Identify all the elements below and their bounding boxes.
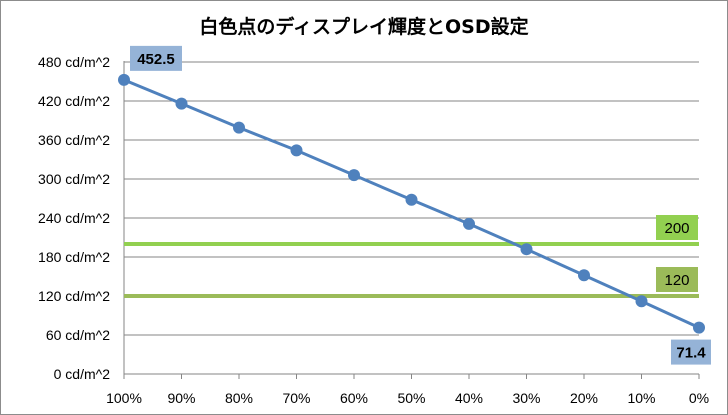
chart-title: 白色点のディスプレイ輝度とOSD設定 xyxy=(199,15,528,38)
x-tick-label: 10% xyxy=(627,390,655,406)
data-point-20% xyxy=(578,269,590,282)
x-tick-label: 80% xyxy=(225,390,253,406)
data-point-80% xyxy=(233,121,245,134)
x-tick-label: 0% xyxy=(689,390,709,406)
x-tick-label: 90% xyxy=(167,390,195,406)
data-point-60% xyxy=(348,169,360,182)
data-point-30% xyxy=(520,243,533,256)
x-tick-label: 60% xyxy=(340,390,368,406)
data-point-40% xyxy=(463,217,475,230)
data-label-box xyxy=(671,339,711,365)
data-point-50% xyxy=(405,193,418,206)
axes: 0 cd/m^2 60 cd/m^2 120 cd/m^2 180 cd/m^2 240… xyxy=(38,54,709,406)
y-tick-label: 300 cd/m^2 xyxy=(38,171,110,187)
y-tick-label: 120 cd/m^2 xyxy=(38,288,110,304)
data-point-10% xyxy=(635,295,648,308)
data-point-70% xyxy=(290,144,303,157)
y-tick-label: 60 cd/m^2 xyxy=(46,327,110,343)
reference-label-box-200 xyxy=(656,215,698,240)
data-label: 71.4 xyxy=(676,345,706,362)
reference-label-200: 200 xyxy=(664,220,689,237)
reference-label-box-120 xyxy=(656,267,698,292)
x-tick-label: 40% xyxy=(455,390,483,406)
y-tick-label: 180 cd/m^2 xyxy=(38,249,110,265)
y-tick-label: 420 cd/m^2 xyxy=(38,93,110,109)
series-layer xyxy=(118,73,705,334)
x-tick-label: 100% xyxy=(106,390,142,406)
y-tick-label: 360 cd/m^2 xyxy=(38,132,110,148)
data-label: 452.5 xyxy=(137,51,175,68)
x-tick-label: 20% xyxy=(570,390,598,406)
x-tick-label: 50% xyxy=(397,390,425,406)
reference-lines: 200 120 xyxy=(124,215,699,298)
y-tick-label: 480 cd/m^2 xyxy=(38,54,110,70)
data-point-90% xyxy=(175,97,188,110)
x-tick-label: 30% xyxy=(512,390,540,406)
reference-label-120: 120 xyxy=(664,272,689,289)
data-point-100% xyxy=(118,73,130,86)
data-label-box xyxy=(130,45,182,71)
y-tick-label: 240 cd/m^2 xyxy=(38,210,110,226)
data-labels: 452.5 71.4 xyxy=(130,45,711,365)
data-point-0% xyxy=(693,321,705,334)
y-tick-label: 0 cd/m^2 xyxy=(54,366,111,382)
x-tick-label: 70% xyxy=(282,390,310,406)
